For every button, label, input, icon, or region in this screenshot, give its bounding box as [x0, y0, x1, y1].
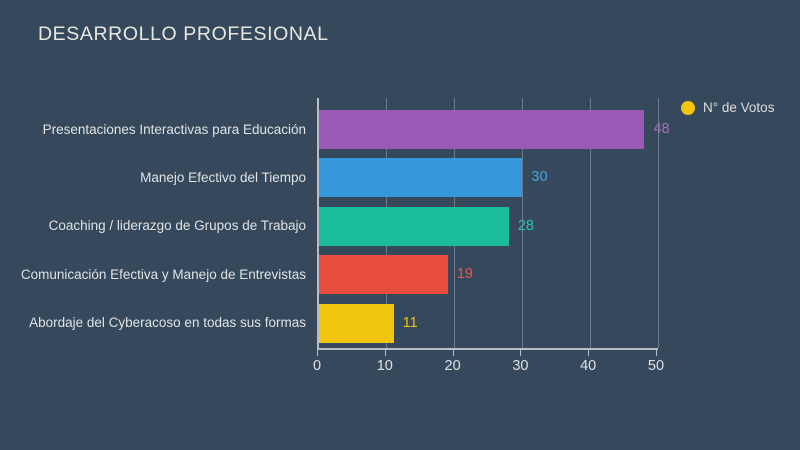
x-tick-label-0: 0 [312, 358, 322, 374]
legend-marker-icon [681, 100, 695, 115]
category-label-0: Presentaciones Interactivas para Educaci… [42, 121, 306, 137]
bar-0[interactable] [319, 110, 645, 149]
chart-title: DESARROLLO PROFESIONAL [38, 23, 329, 45]
y-axis-labels: Presentaciones Interactivas para Educaci… [0, 98, 306, 348]
category-label-1: Manejo Efectivo del Tiempo [140, 169, 306, 185]
category-label-3: Comunicación Efectiva y Manejo de Entrev… [20, 266, 306, 282]
x-tick-label-50: 50 [647, 358, 665, 374]
legend-item-votos[interactable]: N° de Votos [681, 100, 774, 115]
x-tick-mark-30 [520, 350, 522, 356]
category-label-2: Coaching / liderazgo de Grupos de Trabaj… [48, 218, 306, 234]
x-tick-mark-10 [384, 350, 386, 356]
bar-3[interactable] [319, 255, 448, 295]
bar-2[interactable] [319, 206, 509, 246]
x-tick-label-40: 40 [580, 358, 597, 374]
x-tick-label-10: 10 [376, 358, 393, 374]
bar-value-label-1: 30 [531, 169, 548, 186]
bar-4[interactable] [319, 303, 394, 343]
category-label-4: Abordaje del Cyberacoso en todas sus for… [29, 315, 306, 331]
legend-label: N° de Votos [703, 100, 775, 115]
gridline-x-50 [657, 98, 659, 348]
bar-1[interactable] [319, 158, 523, 198]
plot-area: 48 30 28 19 11 [317, 98, 670, 350]
x-tick-label-20: 20 [444, 358, 461, 374]
gridline-x-40 [589, 98, 591, 348]
bar-value-label-2: 28 [517, 217, 534, 234]
gridline-x-30 [521, 98, 523, 348]
bar-value-label-3: 19 [456, 266, 473, 283]
bar-value-label-4: 11 [402, 314, 418, 331]
bar-value-label-0: 48 [653, 121, 670, 137]
x-tick-label-30: 30 [512, 358, 529, 374]
x-tick-mark-0 [317, 350, 318, 356]
x-tick-mark-50 [656, 350, 657, 356]
x-tick-mark-40 [588, 350, 590, 356]
x-tick-mark-20 [452, 350, 454, 356]
x-axis: 0 10 20 30 40 50 [313, 350, 664, 380]
